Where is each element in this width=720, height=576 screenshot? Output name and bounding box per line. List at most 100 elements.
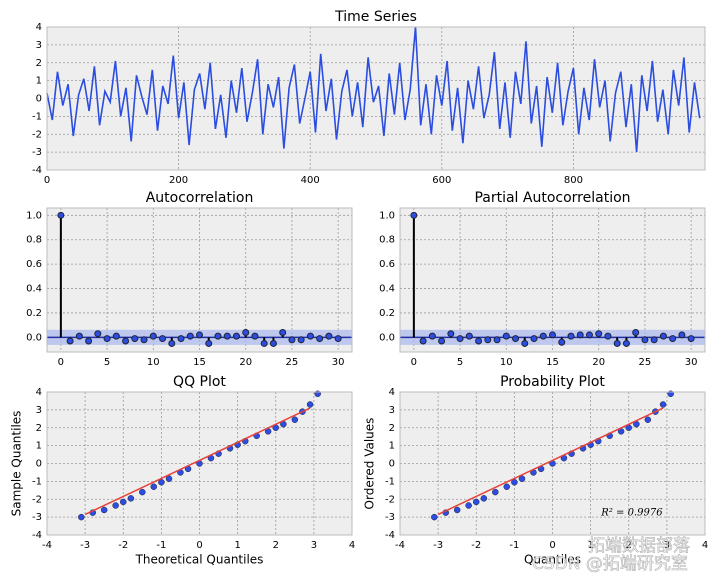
stem-marker bbox=[316, 335, 324, 343]
point bbox=[150, 483, 157, 490]
annotation: R² = 0.9976 bbox=[600, 508, 663, 519]
point bbox=[644, 416, 652, 423]
subplot: 0 200 400 600 800 -4 -3 -2 -1 0 1 2 3 4 Time Series bbox=[32, 9, 706, 186]
x-tick-label: 25 bbox=[639, 357, 652, 368]
stem-marker bbox=[428, 332, 436, 340]
stem-marker bbox=[558, 338, 566, 346]
y-tick-label: 0.0 bbox=[26, 332, 42, 343]
subplot-title: Time Series bbox=[334, 9, 417, 25]
point bbox=[518, 475, 526, 482]
x-tick-label: -1 bbox=[509, 540, 519, 551]
point bbox=[165, 475, 173, 482]
x-tick-label: 400 bbox=[301, 175, 320, 186]
stem-marker bbox=[410, 211, 418, 219]
fit-line bbox=[437, 407, 664, 516]
stem-marker bbox=[251, 332, 259, 340]
watermark: CSDN @拓端研究室 bbox=[532, 554, 688, 574]
stem-marker bbox=[585, 331, 593, 339]
y-tick-label: 4 bbox=[36, 387, 42, 398]
x-tick-label: -2 bbox=[118, 540, 128, 551]
stem-marker bbox=[456, 335, 464, 343]
x-tick-label: 5 bbox=[104, 357, 110, 368]
point bbox=[480, 495, 488, 502]
stem-marker bbox=[205, 339, 213, 347]
x-tick-label: 30 bbox=[685, 357, 698, 368]
stem-marker bbox=[232, 332, 240, 340]
stem-marker bbox=[622, 339, 630, 347]
y-tick-label: -1 bbox=[32, 476, 42, 487]
stem-marker bbox=[269, 339, 277, 347]
y-tick-label: -2 bbox=[385, 494, 395, 505]
plot-frame bbox=[399, 391, 706, 536]
y-tick-label: 1.0 bbox=[26, 210, 42, 221]
stem-marker bbox=[140, 336, 148, 344]
point bbox=[127, 495, 135, 502]
marks bbox=[47, 211, 352, 347]
y-tick-label: 1 bbox=[36, 76, 42, 87]
x-tick-label: 10 bbox=[500, 357, 513, 368]
stem-marker bbox=[650, 336, 658, 344]
stem-marker bbox=[595, 330, 603, 338]
y-tick-label: -3 bbox=[32, 147, 42, 158]
fit-line bbox=[84, 407, 311, 516]
y-tick-label: -1 bbox=[32, 111, 42, 122]
x-tick-label: 800 bbox=[564, 175, 583, 186]
x-tick-label: -1 bbox=[156, 540, 166, 551]
stem-marker bbox=[186, 332, 194, 340]
point bbox=[473, 498, 480, 506]
x-tick-label: 3 bbox=[664, 540, 670, 551]
stem-marker bbox=[168, 339, 176, 347]
stem-marker bbox=[94, 330, 102, 338]
y-axis-label: Sample Quantiles bbox=[10, 411, 24, 517]
stem-marker bbox=[306, 332, 314, 340]
subplot: -4 -3 -2 -1 0 1 2 3 4 -4 -3 -2 -1 0 1 2 3 4 QQ Plot Theoret… bbox=[10, 374, 356, 567]
y-tick-label: 0 bbox=[36, 459, 42, 470]
y-tick-label: 0.4 bbox=[379, 284, 395, 295]
stem-marker bbox=[512, 335, 520, 343]
plot-frame bbox=[46, 26, 706, 171]
y-tick-label: 2 bbox=[389, 423, 395, 434]
subplot-title: Partial Autocorrelation bbox=[474, 190, 630, 206]
y-tick-label: -2 bbox=[32, 494, 42, 505]
x-tick-label: -3 bbox=[80, 540, 90, 551]
stem-marker bbox=[177, 335, 185, 343]
stem-marker bbox=[334, 335, 342, 343]
stem-marker bbox=[66, 337, 74, 345]
point bbox=[453, 506, 461, 514]
stem-marker bbox=[57, 211, 65, 219]
y-axis-label: Ordered Values bbox=[363, 418, 377, 510]
stem-marker bbox=[85, 337, 93, 345]
x-tick-label: -4 bbox=[42, 540, 52, 551]
y-tick-label: 3 bbox=[36, 405, 42, 416]
x-tick-label: 10 bbox=[147, 357, 160, 368]
y-tick-label: 3 bbox=[389, 405, 395, 416]
x-tick-label: -3 bbox=[433, 540, 443, 551]
stem-marker bbox=[75, 332, 83, 340]
stem-marker bbox=[149, 332, 157, 340]
y-tick-label: 0.2 bbox=[26, 308, 42, 319]
stem-marker bbox=[576, 331, 584, 339]
x-tick-label: 600 bbox=[432, 175, 451, 186]
x-tick-label: 0 bbox=[44, 175, 50, 186]
plot-frame bbox=[399, 207, 706, 353]
y-tick-label: -4 bbox=[32, 165, 42, 176]
stem-marker bbox=[131, 335, 139, 343]
stem-marker bbox=[502, 332, 510, 340]
y-tick-label: -2 bbox=[32, 129, 42, 140]
y-tick-label: 0.6 bbox=[26, 259, 42, 270]
x-tick-label: -2 bbox=[471, 540, 481, 551]
x-tick-label: 2 bbox=[626, 540, 632, 551]
stem-marker bbox=[484, 336, 492, 344]
point bbox=[78, 513, 85, 521]
stem-marker bbox=[112, 332, 120, 340]
subplot-title: QQ Plot bbox=[173, 374, 226, 390]
stem-marker bbox=[297, 336, 305, 344]
y-tick-label: 3 bbox=[36, 40, 42, 51]
stem-marker bbox=[678, 331, 686, 339]
point bbox=[306, 401, 314, 408]
stem-marker bbox=[475, 337, 483, 345]
y-tick-label: -3 bbox=[32, 512, 42, 523]
stem-marker bbox=[659, 332, 667, 340]
